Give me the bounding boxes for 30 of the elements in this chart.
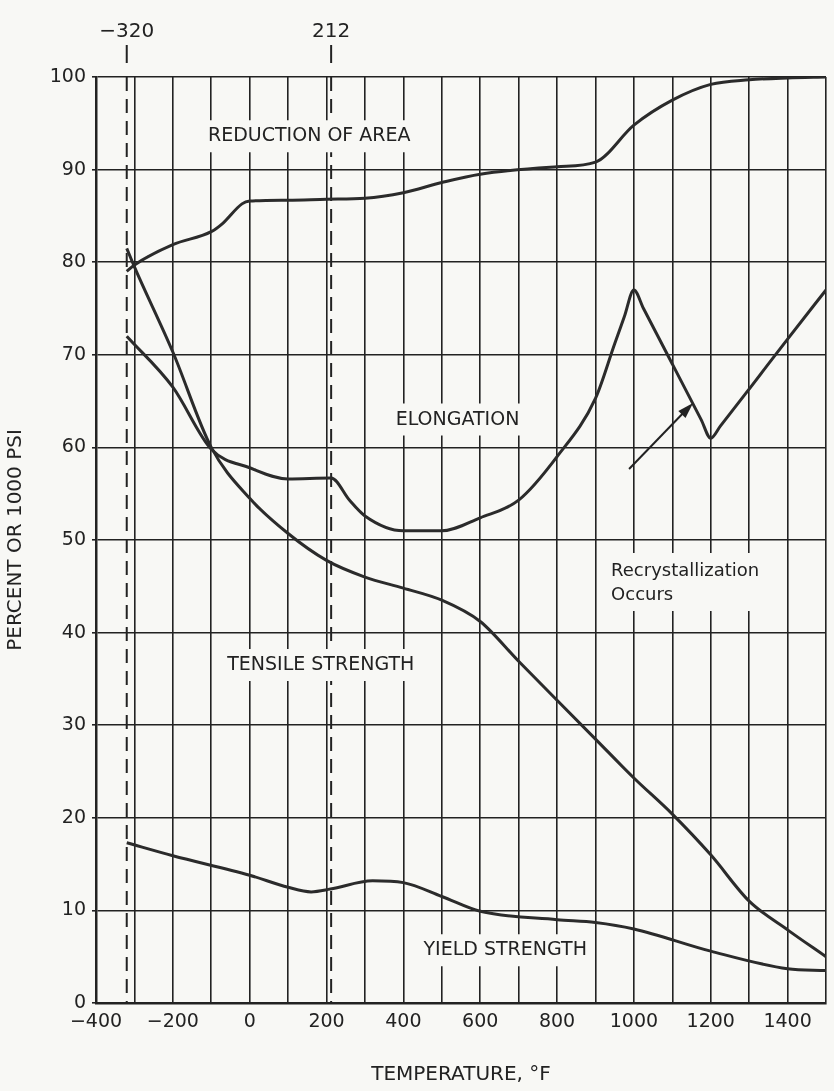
annotation: YIELD STRENGTH [422,937,587,960]
y-axis-title: PERCENT OR 1000 PSI [2,429,27,651]
y-tick-label: 60 [61,434,86,457]
x-tick-label: 1200 [686,1009,735,1032]
x-tick-label: −400 [69,1009,123,1032]
y-tick-label: 30 [61,712,86,735]
x-tick-label: 0 [243,1009,256,1032]
y-tick-label: 20 [61,804,86,827]
ref-line-label: −320 [99,18,155,42]
x-tick-label: 400 [385,1009,422,1032]
x-tick-label: 1400 [763,1009,812,1032]
x-axis-title: TEMPERATURE, °F [370,1061,551,1086]
y-tick-label: 80 [61,249,86,272]
y-tick-label: 90 [61,156,86,179]
annotation: Recrystallization Occurs [611,558,760,604]
annotation: ELONGATION [395,406,520,429]
y-tick-label: 10 [61,897,86,920]
y-tick-label: 100 [49,63,86,86]
x-tick-label: −200 [146,1009,199,1032]
y-tick-label: 50 [61,526,86,549]
y-tick-label: 70 [61,341,86,364]
x-tick-label: 1000 [609,1009,659,1032]
annotation: TENSILE STRENGTH [226,651,415,674]
x-tick-label: 600 [462,1009,499,1032]
ref-line-label: 212 [312,18,351,42]
y-tick-label: 40 [61,619,86,642]
y-tick-label: 0 [73,989,86,1012]
annotation: REDUCTION OF AREA [207,123,411,146]
x-tick-label: 800 [538,1009,576,1032]
x-tick-label: 200 [308,1009,345,1032]
